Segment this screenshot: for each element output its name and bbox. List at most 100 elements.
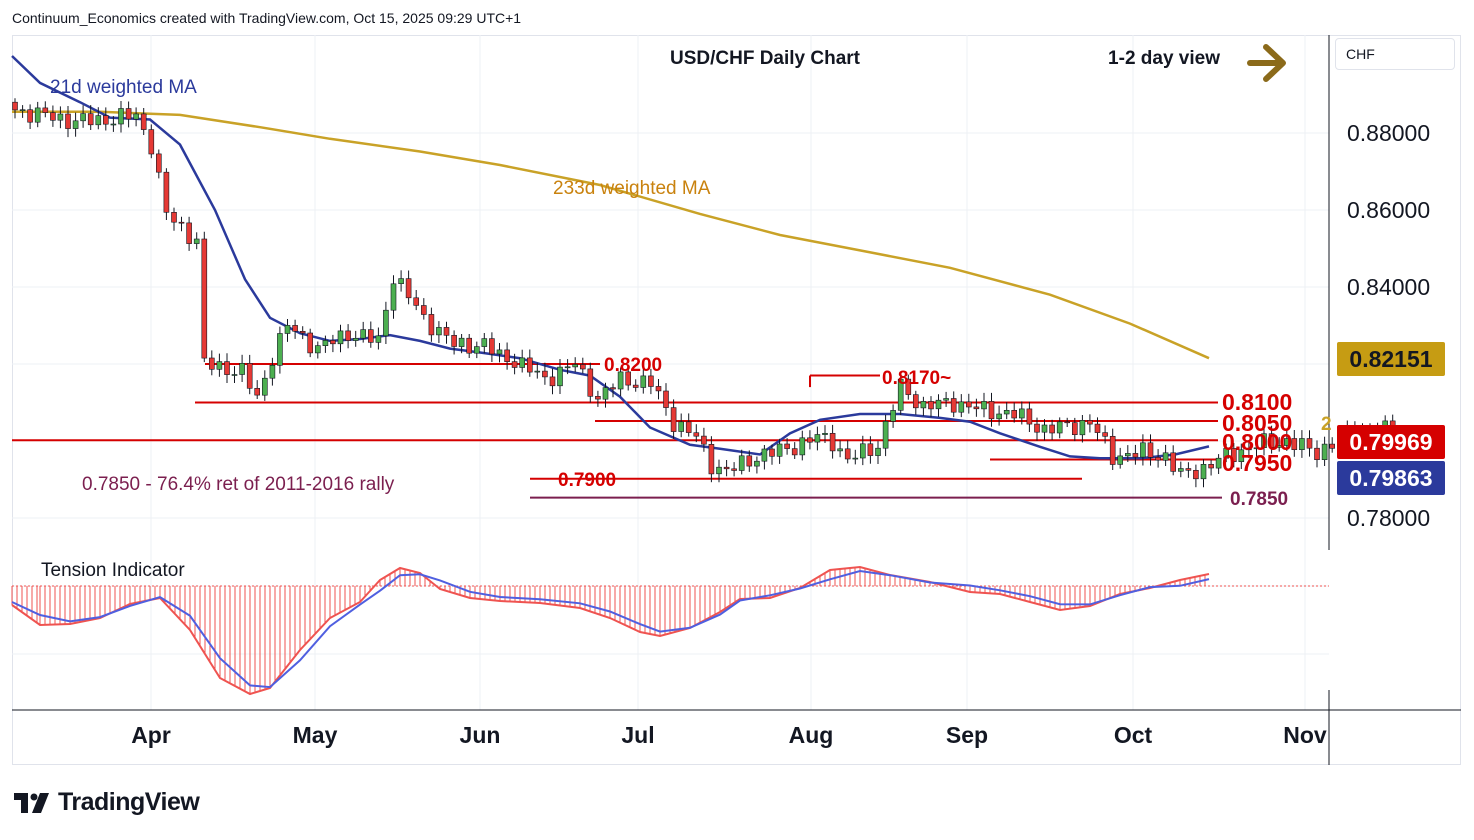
candle bbox=[640, 369, 647, 394]
candle-body bbox=[110, 123, 117, 126]
candle-body bbox=[224, 361, 230, 375]
candle-body bbox=[572, 364, 579, 368]
candle-body bbox=[466, 337, 473, 354]
candle bbox=[1299, 430, 1305, 458]
candle bbox=[1321, 436, 1328, 466]
candle bbox=[284, 319, 291, 342]
candle-body bbox=[1200, 463, 1207, 480]
candle-body bbox=[367, 329, 374, 343]
candle bbox=[1147, 434, 1154, 466]
clipped-level-label: 2 bbox=[1321, 414, 1332, 435]
candle-body bbox=[299, 330, 306, 334]
candle-body bbox=[1268, 433, 1275, 448]
candle-body bbox=[769, 448, 775, 457]
candle bbox=[103, 107, 109, 131]
candle-body bbox=[602, 387, 609, 400]
candle-body bbox=[171, 212, 177, 223]
candle-body bbox=[292, 325, 298, 332]
candle bbox=[405, 270, 412, 305]
candle bbox=[1170, 445, 1176, 476]
candle bbox=[534, 362, 541, 379]
candle-body bbox=[685, 421, 692, 433]
candle bbox=[269, 357, 276, 386]
tradingview-logo-icon bbox=[14, 792, 49, 813]
candle bbox=[375, 327, 382, 350]
level-label-0.7900: 0.7900 bbox=[558, 470, 616, 491]
candle bbox=[390, 275, 397, 319]
candle-body bbox=[65, 113, 71, 129]
candle-body bbox=[489, 338, 495, 355]
tradingview-logo[interactable]: TradingView bbox=[14, 788, 200, 817]
ma21-label: 21d weighted MA bbox=[50, 77, 197, 98]
candle bbox=[1034, 417, 1040, 441]
candle bbox=[246, 354, 253, 395]
candle-body bbox=[716, 466, 722, 475]
candle bbox=[761, 445, 768, 470]
currency-scale-label[interactable]: CHF bbox=[1335, 38, 1455, 70]
candle-body bbox=[761, 448, 768, 462]
candle-body bbox=[807, 437, 813, 443]
candle bbox=[443, 321, 450, 344]
candle-body bbox=[632, 384, 639, 388]
candle-body bbox=[693, 432, 700, 437]
candle-body bbox=[640, 375, 647, 388]
candle bbox=[118, 101, 124, 133]
candle bbox=[1238, 443, 1245, 469]
candle bbox=[988, 392, 995, 427]
chart-title: USD/CHF Daily Chart bbox=[670, 48, 861, 69]
price-axis-ticks: 0.88000 0.86000 0.84000 0.78000 bbox=[1347, 120, 1430, 531]
candle-body bbox=[784, 443, 790, 449]
candle-body bbox=[360, 329, 367, 339]
candle bbox=[1018, 401, 1025, 425]
candle-body bbox=[19, 109, 26, 111]
candle bbox=[678, 413, 685, 438]
candle bbox=[549, 368, 556, 395]
tension-indicator-plot bbox=[11, 565, 1210, 696]
candle-body bbox=[12, 101, 18, 111]
candle bbox=[473, 341, 480, 359]
candle-body bbox=[1049, 424, 1055, 434]
candle-body bbox=[981, 401, 987, 410]
candle bbox=[383, 301, 389, 344]
candle-body bbox=[307, 332, 314, 354]
candle-body bbox=[345, 330, 351, 341]
candle bbox=[632, 379, 639, 392]
candle bbox=[519, 349, 526, 373]
candle bbox=[209, 350, 215, 376]
candle bbox=[920, 396, 927, 416]
y-tick-label: 0.78000 bbox=[1347, 505, 1430, 531]
candle bbox=[125, 101, 132, 128]
candle-body bbox=[1261, 433, 1267, 449]
candle-body bbox=[814, 434, 821, 443]
candle bbox=[1215, 454, 1222, 474]
candle-body bbox=[398, 278, 404, 285]
candle-body bbox=[1011, 409, 1018, 419]
level-label-0.8170: 0.8170~ bbox=[882, 368, 951, 389]
candle bbox=[1208, 460, 1214, 476]
candle-body bbox=[1306, 438, 1313, 449]
tension-indicator-title: Tension Indicator bbox=[41, 560, 185, 581]
candle bbox=[19, 105, 26, 118]
candlesticks bbox=[12, 98, 1404, 488]
candle bbox=[769, 444, 775, 465]
candle-body bbox=[617, 371, 624, 390]
candle-body bbox=[186, 222, 192, 244]
candle-body bbox=[1185, 468, 1192, 471]
candle-body bbox=[519, 357, 526, 368]
candle bbox=[981, 392, 987, 418]
candle-body bbox=[140, 113, 147, 130]
candle-body bbox=[481, 338, 488, 347]
candle bbox=[958, 394, 965, 418]
candle-body bbox=[95, 115, 102, 126]
candle-body bbox=[928, 401, 934, 410]
candle-body bbox=[390, 283, 397, 311]
candle-body bbox=[587, 368, 594, 397]
x-tick-label: Oct bbox=[1114, 722, 1153, 748]
candle bbox=[912, 390, 919, 415]
candle-body bbox=[1026, 408, 1033, 425]
candle bbox=[595, 390, 601, 407]
candle-body bbox=[284, 325, 291, 334]
candle bbox=[746, 450, 753, 472]
candle bbox=[890, 404, 896, 428]
